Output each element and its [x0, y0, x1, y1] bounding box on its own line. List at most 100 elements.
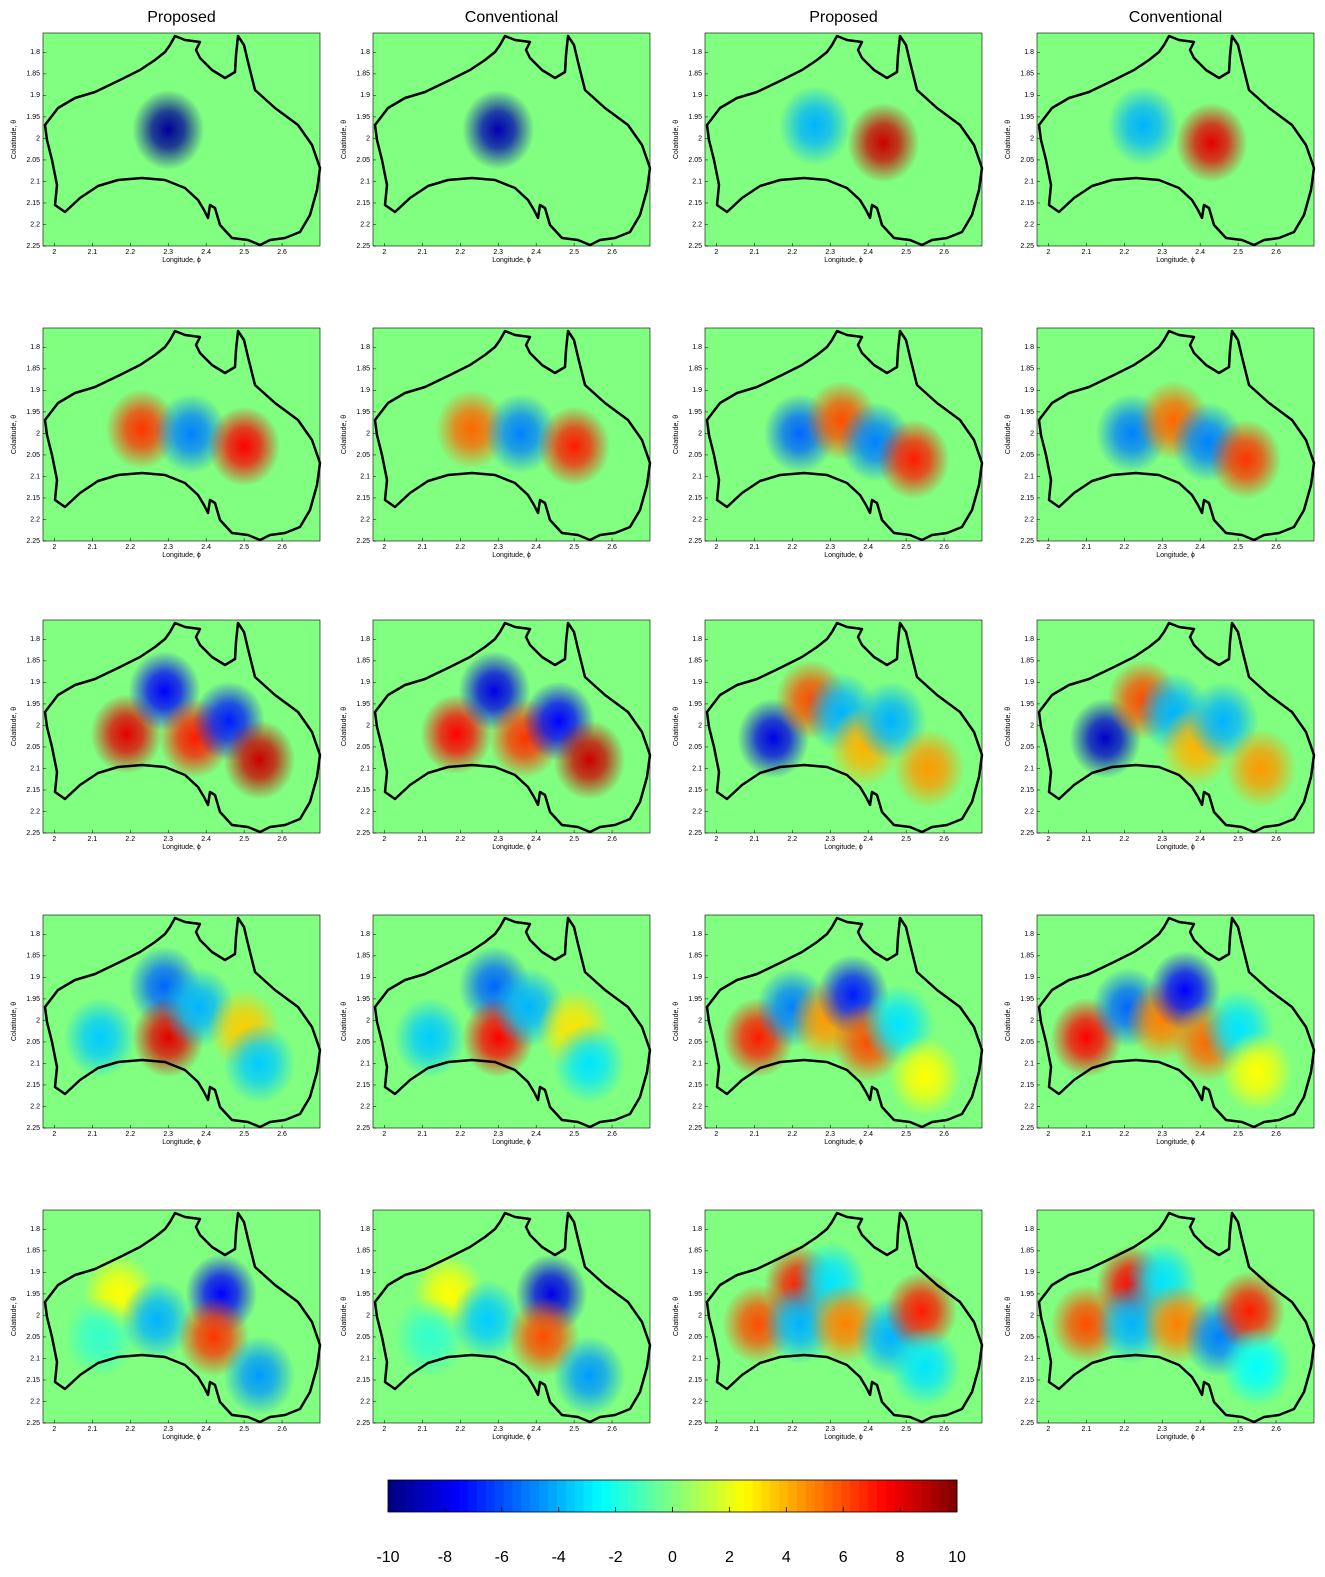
x-tick-label: 2.1 — [1081, 1426, 1091, 1433]
y-tick-label: 1.9 — [30, 92, 40, 99]
x-tick-label: 2.1 — [87, 544, 97, 551]
y-tick-label: 2.15 — [1020, 787, 1034, 794]
y-tick-label: 2.2 — [30, 1398, 40, 1405]
y-tick-label: 2.2 — [360, 808, 370, 815]
y-axis-label: Colatitude, θ — [1005, 707, 1012, 746]
x-axis-label: Longitude, ϕ — [824, 1139, 863, 1146]
x-axis-label: Longitude, ϕ — [492, 552, 531, 559]
x-tick-label: 2.3 — [493, 249, 503, 256]
y-tick-label: 2.05 — [356, 744, 370, 751]
field-peak — [208, 406, 281, 487]
x-axis-label: Longitude, ϕ — [492, 844, 531, 851]
y-tick-label: 2.25 — [26, 830, 40, 837]
y-tick-label: 2 — [36, 430, 40, 437]
colorbar-band — [592, 1480, 602, 1512]
y-tick-label: 2.1 — [360, 765, 370, 772]
field-peak — [553, 719, 626, 800]
panel: 2 2.1 2.2 2.3 2.4 2.5 2.6 1.8 1.85 1.9 1.95 2 2.05 2.… — [341, 1209, 652, 1441]
x-tick-label: 2 — [1046, 544, 1050, 551]
y-tick-label: 1.8 — [692, 636, 702, 643]
x-tick-label: 2 — [714, 249, 718, 256]
y-tick-label: 1.95 — [1020, 701, 1034, 708]
y-tick-label: 2 — [698, 430, 702, 437]
y-tick-label: 1.9 — [1024, 387, 1034, 394]
x-tick-label: 2.2 — [787, 1426, 797, 1433]
x-tick-label: 2.6 — [939, 544, 949, 551]
x-tick-label: 2.3 — [1157, 544, 1167, 551]
colorbar-tick-label: 8 — [896, 1549, 905, 1566]
y-tick-label: 2.15 — [26, 200, 40, 207]
y-tick-label: 1.8 — [360, 636, 370, 643]
x-tick-label: 2.5 — [239, 544, 249, 551]
y-tick-label: 1.95 — [26, 409, 40, 416]
x-tick-label: 2.2 — [787, 1131, 797, 1138]
y-tick-label: 1.8 — [1024, 49, 1034, 56]
colorbar-band — [921, 1480, 931, 1512]
y-tick-label: 2.05 — [356, 1039, 370, 1046]
colorbar-band — [930, 1480, 940, 1512]
colorbar-band — [699, 1480, 709, 1512]
y-axis-label: Colatitude, θ — [1005, 415, 1012, 454]
y-tick-label: 2 — [1030, 135, 1034, 142]
y-tick-label: 1.85 — [688, 658, 702, 665]
field-peak — [1175, 102, 1248, 183]
field — [435, 389, 611, 487]
colorbar-band — [690, 1480, 700, 1512]
x-tick-label: 2.1 — [417, 249, 427, 256]
y-tick-label: 2.15 — [356, 1082, 370, 1089]
x-tick-label: 2.5 — [1233, 1426, 1243, 1433]
y-tick-label: 1.8 — [360, 931, 370, 938]
y-tick-label: 2 — [366, 430, 370, 437]
y-axis-label: Colatitude, θ — [1005, 1297, 1012, 1336]
y-tick-label: 2.1 — [1024, 1355, 1034, 1362]
y-tick-label: 1.9 — [30, 1269, 40, 1276]
x-tick-label: 2 — [714, 1426, 718, 1433]
x-tick-label: 2.5 — [239, 1426, 249, 1433]
y-tick-label: 1.95 — [688, 701, 702, 708]
field-peak — [223, 1335, 296, 1416]
y-tick-label: 2 — [698, 1312, 702, 1319]
y-axis-label: Colatitude, θ — [11, 1002, 18, 1041]
y-tick-label: 1.9 — [692, 1269, 702, 1276]
y-tick-label: 1.8 — [360, 344, 370, 351]
x-tick-label: 2 — [1046, 249, 1050, 256]
x-tick-label: 2.6 — [939, 1426, 949, 1433]
colorbar-band — [565, 1480, 576, 1512]
y-tick-label: 1.8 — [1024, 1226, 1034, 1233]
x-tick-label: 2 — [714, 544, 718, 551]
y-tick-label: 2.1 — [692, 1060, 702, 1067]
field-peak — [1224, 728, 1297, 809]
panel: 2 2.1 2.2 2.3 2.4 2.5 2.6 1.8 1.85 1.9 1.95 2 2.05 2.… — [1005, 1209, 1316, 1441]
y-tick-label: 1.85 — [688, 1248, 702, 1255]
y-tick-label: 2.25 — [26, 243, 40, 250]
y-tick-label: 1.85 — [356, 366, 370, 373]
y-tick-label: 2.05 — [26, 1039, 40, 1046]
colorbar-band — [556, 1480, 567, 1512]
x-tick-label: 2.6 — [607, 1426, 617, 1433]
y-tick-label: 1.8 — [1024, 931, 1034, 938]
x-tick-label: 2.2 — [125, 1131, 135, 1138]
colorbar-band — [583, 1480, 593, 1512]
x-axis-label: Longitude, ϕ — [492, 257, 531, 264]
x-tick-label: 2.6 — [939, 836, 949, 843]
y-tick-label: 2.2 — [30, 516, 40, 523]
axes-frame — [1036, 619, 1315, 834]
field-peak — [877, 419, 950, 500]
colorbar-tick-label: 2 — [725, 1549, 734, 1566]
y-tick-label: 2.1 — [30, 1060, 40, 1067]
x-tick-label: 2 — [382, 1131, 386, 1138]
y-tick-label: 2 — [698, 1017, 702, 1024]
x-tick-label: 2.5 — [569, 544, 579, 551]
x-tick-label: 2.1 — [1081, 249, 1091, 256]
y-tick-label: 1.85 — [688, 366, 702, 373]
x-tick-label: 2.3 — [825, 1131, 835, 1138]
panel-title: Conventional — [465, 9, 558, 26]
y-tick-label: 2.1 — [692, 178, 702, 185]
colorbar-band — [414, 1480, 425, 1512]
y-tick-label: 2.1 — [30, 178, 40, 185]
panel: 2 2.1 2.2 2.3 2.4 2.5 2.6 1.8 1.85 1.9 1.95 2 2.05 2.… — [341, 327, 652, 559]
x-tick-label: 2.6 — [277, 1426, 287, 1433]
field — [462, 89, 535, 170]
y-tick-label: 1.95 — [26, 1291, 40, 1298]
colorbar-band — [610, 1480, 620, 1512]
